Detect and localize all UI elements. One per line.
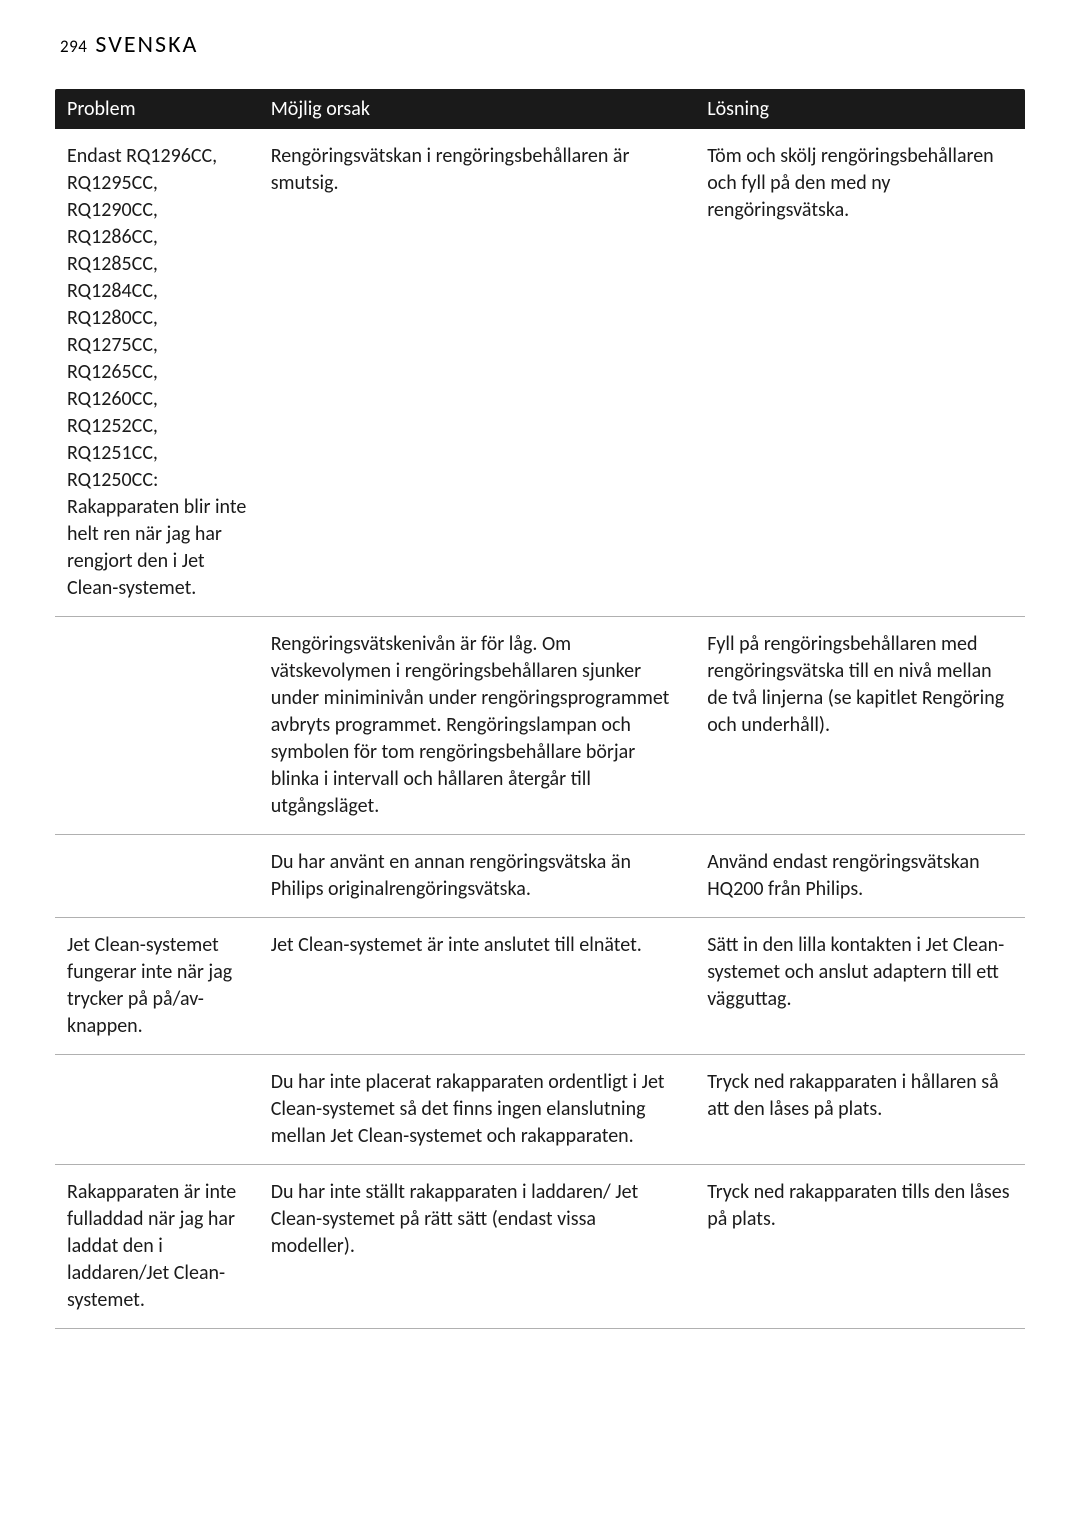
table-row: Jet Clean-systemet fungerar inte när jag… bbox=[55, 918, 1025, 1055]
col-problem: Problem bbox=[55, 89, 259, 129]
page-number: 294 bbox=[60, 36, 87, 57]
table-row: Du har inte placerat rakapparaten ordent… bbox=[55, 1055, 1025, 1165]
cell-problem bbox=[55, 617, 259, 835]
cell-solution: Tryck ned rakapparaten i hållaren så att… bbox=[695, 1055, 1025, 1165]
table-header-row: Problem Möjlig orsak Lösning bbox=[55, 89, 1025, 129]
cell-problem: Rakapparaten är inte fulladdad när jag h… bbox=[55, 1165, 259, 1329]
page-header: 294 SVENSKA bbox=[60, 30, 1025, 59]
cell-problem: Endast RQ1296CC, RQ1295CC, RQ1290CC, RQ1… bbox=[55, 129, 259, 617]
cell-cause: Du har använt en annan rengöringsvätska … bbox=[259, 835, 696, 918]
table-row: Rakapparaten är inte fulladdad när jag h… bbox=[55, 1165, 1025, 1329]
cell-solution: Fyll på rengöringsbehållaren med rengöri… bbox=[695, 617, 1025, 835]
cell-solution: Sätt in den lilla kontakten i Jet Clean-… bbox=[695, 918, 1025, 1055]
cell-cause: Rengöringsvätskan i rengöringsbehållaren… bbox=[259, 129, 696, 617]
table-row: Endast RQ1296CC, RQ1295CC, RQ1290CC, RQ1… bbox=[55, 129, 1025, 617]
cell-solution: Töm och skölj rengöringsbehållaren och f… bbox=[695, 129, 1025, 617]
cell-problem: Jet Clean-systemet fungerar inte när jag… bbox=[55, 918, 259, 1055]
cell-cause: Du har inte ställt rakapparaten i laddar… bbox=[259, 1165, 696, 1329]
cell-problem bbox=[55, 1055, 259, 1165]
cell-cause: Rengöringsvätskenivån är för låg. Om vät… bbox=[259, 617, 696, 835]
cell-cause: Jet Clean-systemet är inte anslutet till… bbox=[259, 918, 696, 1055]
cell-problem bbox=[55, 835, 259, 918]
table-row: Rengöringsvätskenivån är för låg. Om vät… bbox=[55, 617, 1025, 835]
cell-solution: Tryck ned rakapparaten tills den låses p… bbox=[695, 1165, 1025, 1329]
page-title: SVENSKA bbox=[95, 30, 198, 59]
cell-solution: Använd endast rengöringsvätskan HQ200 fr… bbox=[695, 835, 1025, 918]
cell-cause: Du har inte placerat rakapparaten ordent… bbox=[259, 1055, 696, 1165]
col-solution: Lösning bbox=[695, 89, 1025, 129]
col-cause: Möjlig orsak bbox=[259, 89, 696, 129]
table-row: Du har använt en annan rengöringsvätska … bbox=[55, 835, 1025, 918]
troubleshoot-table: Problem Möjlig orsak Lösning Endast RQ12… bbox=[55, 89, 1025, 1329]
